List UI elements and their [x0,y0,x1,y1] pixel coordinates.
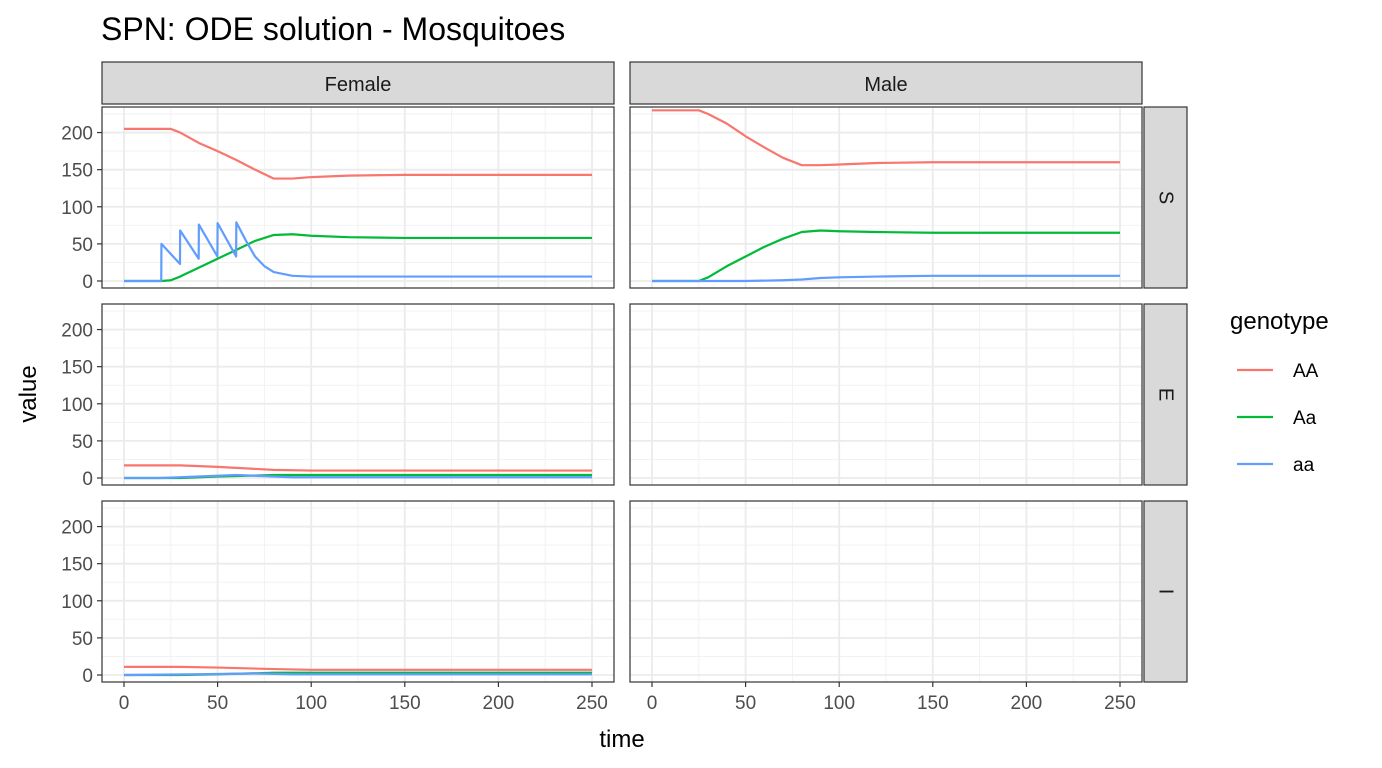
y-tick-label: 200 [61,518,93,539]
facet-strip-e [1143,303,1188,486]
y-tick-label: 0 [82,469,93,490]
series-line-aa-female-i [123,672,592,677]
facet-strip-s [1143,106,1188,289]
legend-label-AA: AA [1293,361,1319,382]
series-line-AA-female-i [124,665,592,671]
panel-female-e: 0 50 100 150 200 [61,303,615,490]
y-tick-label: 50 [72,235,93,256]
series-line-aa-female-s [124,221,592,283]
y-tick-label: 0 [82,272,93,293]
panel-female-i: 0 50 100 150 200 0 50 100 150 200 250 [61,500,615,714]
facet-strip-male [629,61,1143,105]
panel-border [629,500,1143,683]
legend: genotype AA Aa aa [1230,308,1329,476]
x-tick-label: 100 [295,693,327,714]
facet-label-s: S [1155,191,1177,204]
x-tick-label: 100 [823,693,855,714]
facet-strip-female [101,61,615,105]
x-tick-label: 0 [119,693,130,714]
panel-border [101,303,615,486]
y-tick-label: 0 [82,666,93,687]
series-line-aa-male-s [652,274,1120,283]
y-axis-title: value [15,365,42,422]
x-tick-label: 250 [576,693,608,714]
plot-area: Female Male S E I 0 50 100 150 200 0 50 100 150 200 0 50… [61,61,1188,714]
x-tick-label: 50 [207,693,228,714]
facet-label-male: Male [864,74,907,96]
x-tick-label: 200 [483,693,515,714]
panel-male-i: 0 50 100 150 200 250 [629,500,1143,714]
y-tick-label: 100 [61,198,93,219]
panel-border [629,303,1143,486]
facet-label-e: E [1155,388,1177,401]
series-line-AA-female-e [124,464,592,472]
series-line-aa-female-e [124,473,592,480]
series-line-AA-male-s [652,109,1120,167]
panel-border [629,106,1143,289]
facet-strip-i [1143,500,1188,683]
y-tick-label: 150 [61,161,93,182]
y-tick-label: 50 [72,432,93,453]
y-tick-label: 150 [61,358,93,379]
facet-label-female: Female [325,74,392,96]
legend-label-Aa: Aa [1293,408,1317,429]
panel-border [101,106,615,289]
x-axis-title: time [599,726,644,753]
y-tick-label: 100 [61,395,93,416]
x-tick-label: 250 [1104,693,1136,714]
panel-female-s: 0 50 100 150 200 [61,106,615,293]
y-tick-label: 200 [61,321,93,342]
y-tick-label: 150 [61,555,93,576]
panel-border [101,500,615,683]
y-tick-label: 50 [72,629,93,650]
facet-label-i: I [1155,589,1177,595]
series-line-Aa-male-s [652,229,1120,283]
series-line-Aa-female-s [124,233,592,283]
series-line-AA-female-s [124,127,592,180]
y-tick-label: 100 [61,592,93,613]
x-tick-label: 200 [1011,693,1043,714]
x-tick-label: 150 [917,693,949,714]
x-tick-label: 50 [735,693,756,714]
chart-title: SPN: ODE solution - Mosquitoes [101,11,565,47]
legend-title: genotype [1230,308,1329,335]
x-tick-label: 150 [389,693,421,714]
y-tick-label: 200 [61,124,93,145]
panel-male-e [629,303,1143,486]
x-tick-label: 0 [647,693,658,714]
legend-label-aa: aa [1293,455,1315,476]
panel-male-s [629,106,1143,289]
